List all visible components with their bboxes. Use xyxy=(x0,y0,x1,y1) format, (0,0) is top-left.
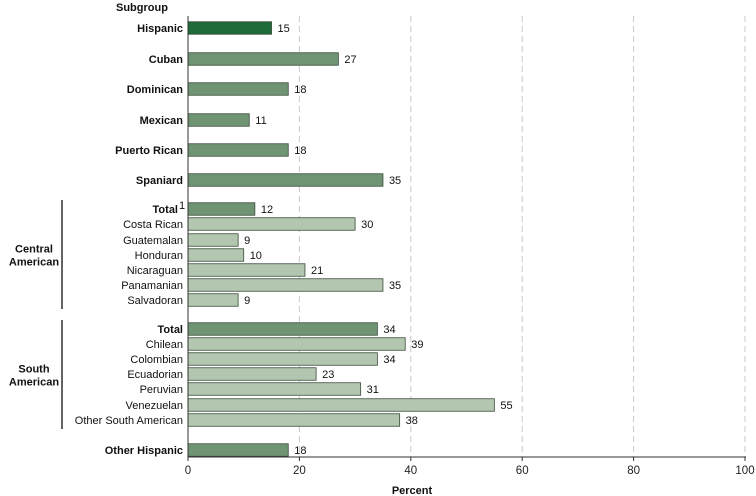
category-label: Total xyxy=(158,324,183,336)
bar xyxy=(187,143,289,157)
data-label: 21 xyxy=(311,265,323,277)
category-label: Other Hispanic xyxy=(105,445,183,457)
category-label: Peruvian xyxy=(140,384,183,396)
x-tick-label: 100 xyxy=(735,465,754,477)
data-label: 9 xyxy=(244,235,250,247)
group-label: South xyxy=(18,364,49,376)
bar xyxy=(187,202,256,216)
x-tick-label: 40 xyxy=(404,465,417,477)
data-label: 38 xyxy=(406,415,418,427)
group-label: Central xyxy=(15,244,53,256)
category-label: Nicaraguan xyxy=(127,265,183,277)
bar xyxy=(187,113,250,127)
category-label: Ecuadorian xyxy=(127,369,183,381)
data-label: 15 xyxy=(278,23,290,35)
category-label: Mexican xyxy=(140,115,184,127)
x-tick-label: 80 xyxy=(627,465,640,477)
data-label: 9 xyxy=(244,295,250,307)
category-label: Colombian xyxy=(130,354,183,366)
bar xyxy=(187,398,495,412)
data-label: 31 xyxy=(367,384,379,396)
bar xyxy=(187,248,245,262)
bar xyxy=(187,82,289,96)
category-label: Salvadoran xyxy=(127,295,183,307)
bar xyxy=(187,367,317,381)
category-label: Hispanic xyxy=(137,23,183,35)
data-label: 18 xyxy=(294,84,306,96)
bar xyxy=(187,263,306,277)
bar xyxy=(187,278,384,292)
bar xyxy=(187,443,289,457)
data-label: 12 xyxy=(261,204,273,216)
category-label: Honduran xyxy=(135,250,183,262)
data-label: 35 xyxy=(389,175,401,187)
data-label: 39 xyxy=(411,339,423,351)
bar xyxy=(187,322,378,336)
group-label: American xyxy=(9,377,59,389)
bar xyxy=(187,21,272,35)
category-label: Dominican xyxy=(127,84,184,96)
data-label: 35 xyxy=(389,280,401,292)
category-label: Guatemalan xyxy=(123,235,183,247)
footnote-marker: 1 xyxy=(179,200,185,212)
x-tick-label: 20 xyxy=(293,465,306,477)
x-tick-label: 60 xyxy=(516,465,529,477)
data-label: 34 xyxy=(383,324,395,336)
category-label: Other South American xyxy=(75,415,183,427)
bar xyxy=(187,173,384,187)
y-axis-header: Subgroup xyxy=(116,2,168,14)
group-label: American xyxy=(9,257,59,269)
bar xyxy=(187,217,356,231)
category-label: Cuban xyxy=(149,54,184,66)
data-label: 18 xyxy=(294,145,306,157)
bar xyxy=(187,413,401,427)
data-label: 27 xyxy=(344,54,356,66)
category-label: Costa Rican xyxy=(123,219,183,231)
data-label: 11 xyxy=(255,115,266,127)
category-label: Spaniard xyxy=(136,175,183,187)
category-label: Chilean xyxy=(146,339,183,351)
data-label: 23 xyxy=(322,369,334,381)
data-label: 55 xyxy=(500,400,512,412)
category-label: Puerto Rican xyxy=(115,145,183,157)
data-label: 34 xyxy=(383,354,395,366)
bar xyxy=(187,382,362,396)
category-label: Total xyxy=(153,204,178,216)
data-label: 18 xyxy=(294,445,306,457)
category-label: Venezuelan xyxy=(126,400,184,412)
bar xyxy=(187,352,378,366)
bar xyxy=(187,337,406,351)
category-label: Panamanian xyxy=(121,280,183,292)
bar xyxy=(187,52,339,66)
data-label: 10 xyxy=(250,250,262,262)
x-tick-label: 0 xyxy=(185,465,191,477)
bar xyxy=(187,293,239,307)
bar xyxy=(187,233,239,247)
x-axis-title: Percent xyxy=(392,485,433,496)
data-label: 30 xyxy=(361,219,373,231)
